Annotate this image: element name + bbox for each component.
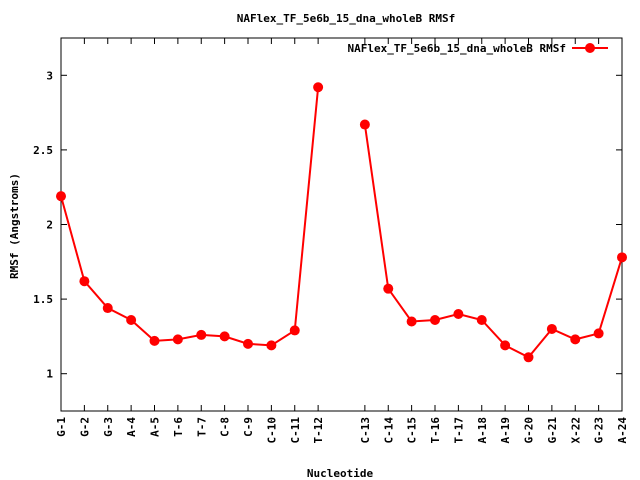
data-point	[243, 338, 253, 349]
series-line	[363, 124, 623, 359]
data-point	[196, 329, 207, 340]
data-point	[172, 334, 183, 345]
x-tick-label: G-21	[546, 417, 559, 444]
legend: NAFlex_TF_5e6b_15_dna_wholeB RMSf	[347, 42, 608, 55]
data-point	[617, 252, 627, 263]
y-axis: 1 1.5 2 2.5 3	[33, 69, 622, 381]
series-layer	[56, 82, 627, 363]
y-axis-label: RMSf (Angstroms)	[8, 173, 21, 279]
x-tick-label: A-5	[149, 417, 162, 437]
data-point	[126, 314, 137, 325]
x-tick-label: T-16	[429, 417, 442, 444]
data-point	[383, 283, 394, 294]
x-tick-label: T-6	[172, 417, 185, 437]
data-point	[523, 352, 534, 363]
x-tick-label: G-3	[102, 417, 115, 437]
data-point	[56, 191, 66, 202]
y-tick-label: 2	[46, 219, 53, 232]
data-point	[593, 328, 604, 339]
data-point	[219, 331, 230, 342]
x-tick-label: X-22	[569, 417, 582, 444]
data-point	[289, 325, 300, 336]
chart-title: NAFlex_TF_5e6b_15_dna_wholeB RMSf	[237, 12, 456, 25]
x-tick-label: A-19	[499, 417, 512, 444]
data-point	[476, 314, 487, 325]
x-tick-label: G-2	[78, 417, 91, 437]
data-point	[406, 316, 417, 327]
data-point	[102, 303, 113, 314]
x-axis: G-1 G-2 G-3 A-4 A-5 T-6 T-7 C-8 C-9 C-10 C-11 T-12 C…	[55, 38, 629, 444]
y-tick-label: 2.5	[33, 144, 53, 157]
data-point	[546, 323, 557, 334]
data-point	[359, 119, 370, 130]
plot-border	[60, 37, 623, 412]
data-point	[570, 334, 581, 345]
data-point	[500, 340, 511, 351]
legend-marker	[585, 43, 595, 53]
x-tick-label: T-17	[452, 417, 465, 444]
x-tick-label: T-7	[195, 417, 208, 437]
data-point	[149, 335, 160, 346]
x-tick-label: A-4	[125, 417, 138, 437]
x-tick-label: C-10	[265, 417, 278, 444]
data-point	[266, 340, 277, 351]
x-tick-label: C-11	[289, 417, 302, 444]
data-point	[79, 276, 90, 287]
x-tick-label: C-13	[359, 417, 372, 444]
plot-frame	[60, 37, 623, 412]
x-tick-label: T-12	[312, 417, 325, 444]
x-tick-label: C-9	[242, 417, 255, 437]
data-point	[453, 309, 464, 320]
y-tick-label: 1	[46, 368, 53, 381]
x-tick-label: A-24	[616, 417, 629, 444]
x-tick-label: A-18	[476, 417, 489, 444]
x-tick-label: C-15	[406, 417, 419, 444]
x-tick-label: C-14	[382, 417, 395, 444]
y-tick-label: 1.5	[33, 293, 53, 306]
x-tick-label: G-1	[55, 417, 68, 437]
x-axis-label: Nucleotide	[307, 467, 374, 480]
legend-label: NAFlex_TF_5e6b_15_dna_wholeB RMSf	[347, 42, 566, 55]
x-tick-label: G-20	[523, 417, 536, 444]
y-tick-label: 3	[46, 69, 53, 82]
x-tick-label: C-8	[219, 417, 232, 437]
series-line	[60, 87, 320, 347]
x-tick-label: G-23	[593, 417, 606, 444]
data-point	[313, 82, 324, 93]
data-point	[430, 314, 440, 325]
